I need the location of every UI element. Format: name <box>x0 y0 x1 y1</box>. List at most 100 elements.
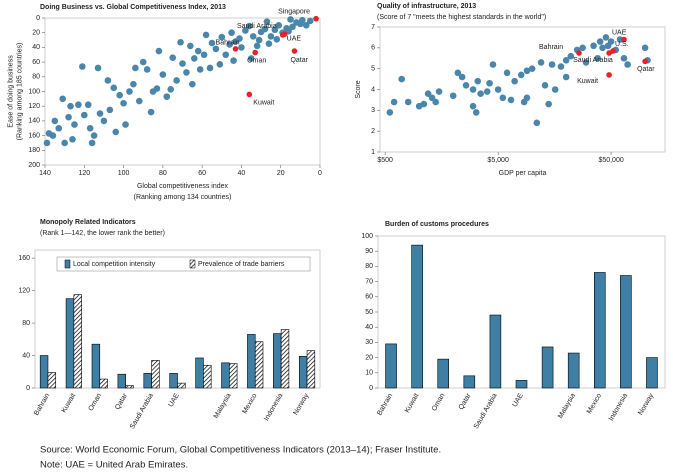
point <box>222 51 230 59</box>
highlight-point <box>606 50 612 56</box>
point <box>212 45 220 53</box>
point <box>477 90 484 97</box>
y-tick-label: 80 <box>32 74 40 81</box>
y-axis-label: Score <box>355 80 362 98</box>
point <box>126 88 133 95</box>
point <box>293 19 300 26</box>
point <box>454 69 462 77</box>
point <box>616 36 624 43</box>
point <box>469 86 477 93</box>
bar <box>39 355 49 389</box>
bar <box>463 375 476 389</box>
point <box>253 42 261 50</box>
point <box>420 100 428 108</box>
point <box>45 130 53 137</box>
x-tick-label: Indonesia <box>608 392 629 422</box>
bar <box>91 343 101 389</box>
point <box>435 88 443 95</box>
bar <box>515 380 528 389</box>
point <box>230 57 237 64</box>
bar <box>567 352 580 389</box>
x-tick-label: Oman <box>88 392 104 412</box>
point <box>306 17 314 25</box>
point <box>483 88 491 95</box>
point <box>194 47 202 55</box>
point <box>208 39 216 47</box>
highlight-point <box>576 50 582 56</box>
point <box>112 128 120 136</box>
x-axis-label: (Ranking among 134 countries) <box>134 194 232 201</box>
chart-title: Burden of customs procedures <box>385 221 489 228</box>
point <box>247 55 255 62</box>
point <box>90 132 98 139</box>
point-label: Qatar <box>637 66 655 73</box>
point <box>232 38 239 45</box>
point <box>202 31 210 39</box>
bar <box>151 360 160 389</box>
point <box>494 86 502 93</box>
point <box>458 73 466 81</box>
point <box>641 44 649 52</box>
bar <box>221 362 230 389</box>
point <box>594 54 601 62</box>
point <box>624 61 631 68</box>
y-tick-label: 40 <box>22 352 30 359</box>
y-tick-label: 50 <box>365 309 373 316</box>
bar <box>385 343 397 389</box>
x-tick-label: 120 <box>78 170 90 177</box>
point <box>562 57 570 64</box>
y-tick-label: 0 <box>369 385 373 392</box>
point <box>143 66 151 73</box>
point <box>245 22 253 30</box>
x-tick-label: $50,000 <box>598 157 623 164</box>
point <box>263 18 271 25</box>
point <box>206 64 214 72</box>
point <box>404 98 412 106</box>
y-tick-label: 140 <box>28 118 40 125</box>
x-tick-label: 100 <box>118 170 130 177</box>
point <box>189 80 196 88</box>
y-tick-label: 70 <box>365 278 373 285</box>
point-label: Saudi Arabia <box>573 57 613 64</box>
point <box>155 47 163 55</box>
point <box>187 42 194 50</box>
point <box>541 82 549 89</box>
point <box>169 54 176 61</box>
point <box>216 61 224 68</box>
y-tick-label: 7 <box>371 24 375 31</box>
bar <box>411 244 423 389</box>
y-tick-label: 20 <box>32 30 40 37</box>
point <box>130 80 137 88</box>
point <box>86 124 94 132</box>
point <box>80 111 88 119</box>
x-tick-label: Kuwait <box>61 392 78 414</box>
x-tick-label: Bahrain <box>33 392 51 416</box>
source-note: Source: World Economic Forum, Global Com… <box>40 445 441 456</box>
y-tick-label: 4 <box>371 86 375 93</box>
point <box>472 109 480 116</box>
x-tick-label: 40 <box>238 170 246 177</box>
x-tick-label: Indonesia <box>263 392 284 422</box>
bar <box>143 373 152 389</box>
point <box>75 101 82 109</box>
y-tick-label: 5 <box>371 66 375 73</box>
point <box>579 44 586 52</box>
point <box>275 22 283 29</box>
point <box>390 98 398 106</box>
point-label: Kuwait <box>253 99 274 106</box>
x-tick-label: 0 <box>318 170 322 177</box>
point <box>179 60 186 67</box>
point <box>106 106 114 114</box>
point-label: U.S. <box>615 41 629 48</box>
highlight-point <box>606 72 612 78</box>
point <box>149 88 157 95</box>
y-tick-label: 180 <box>28 147 40 154</box>
x-tick-label: Mexico <box>241 392 258 415</box>
x-axis-label: GDP per capita <box>499 170 547 177</box>
legend-label: Prevalence of trade barriers <box>198 261 285 268</box>
highlight-point <box>252 49 258 56</box>
point <box>226 41 233 48</box>
point <box>537 59 545 66</box>
point <box>507 96 515 104</box>
point <box>218 33 226 41</box>
